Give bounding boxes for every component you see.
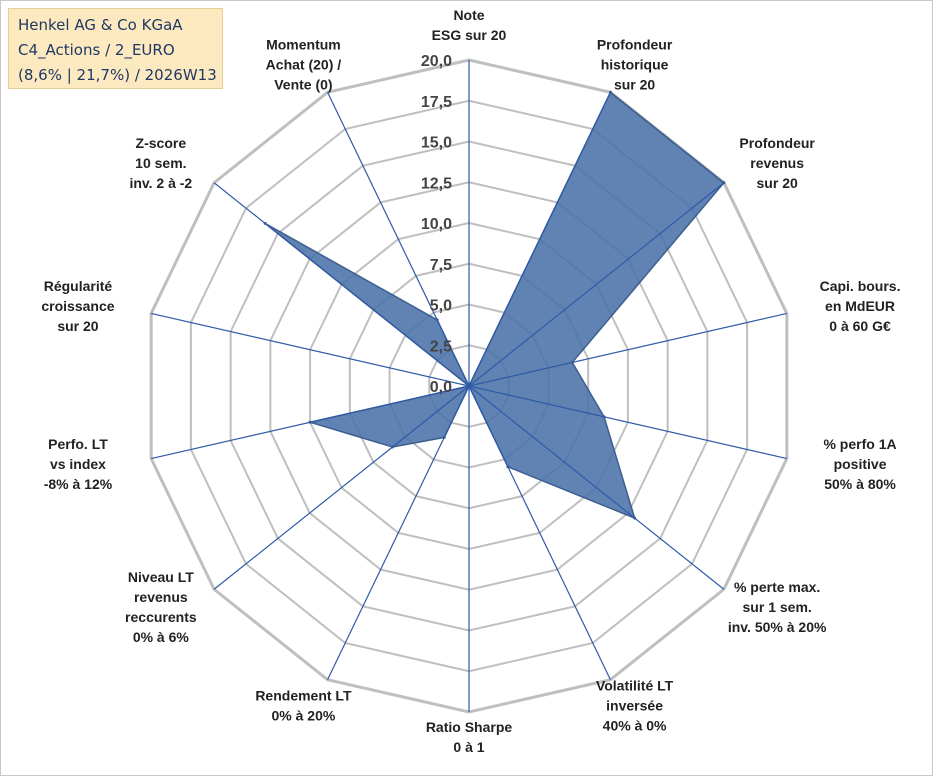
radar-axis-labels: Note ESG sur 20 Profondeur historique sur 20…: [41, 7, 900, 755]
title-period: (8,6% | 21,7%) / 2026W13: [18, 66, 217, 84]
spoke-line: [468, 182, 725, 387]
spoke-line: [213, 385, 470, 590]
axis-label: Perfo. LT vs index -8% à 12%: [44, 436, 113, 492]
tick-label: 2,5: [430, 338, 452, 355]
tick-label: 7,5: [430, 257, 452, 274]
radar-tick-labels: 0,0 2,5 5,0 7,5 10,0 12,5 15,0 17,5 20,0: [421, 53, 452, 396]
axis-label: Capi. bours. en MdEUR 0 à 60 G€: [820, 278, 901, 334]
title-category: C4_Actions / 2_EURO: [18, 41, 175, 59]
spoke-line: [468, 312, 787, 387]
spoke-line: [151, 312, 470, 387]
tick-label: 12,5: [421, 175, 452, 192]
axis-label: Régularité croissance sur 20: [41, 278, 114, 334]
spoke-line: [213, 182, 470, 387]
axis-label: Rendement LT 0% à 20%: [255, 688, 352, 724]
series-area: [264, 91, 725, 520]
axis-label: Volatilité LT inversée 40% à 0%: [596, 678, 674, 734]
spoke-line: [327, 92, 470, 387]
axis-label: Momentum Achat (20) / Vente (0): [266, 36, 342, 92]
chart-title-box: Henkel AG & Co KGaA C4_Actions / 2_EURO …: [8, 8, 223, 89]
axis-label: % perte max. sur 1 sem. inv. 50% à 20%: [728, 579, 827, 635]
spoke-line: [468, 385, 725, 590]
axis-label: Ratio Sharpe 0 à 1: [426, 719, 513, 755]
title-company: Henkel AG & Co KGaA: [18, 16, 183, 34]
tick-label: 17,5: [421, 94, 452, 111]
spoke-line: [327, 385, 470, 680]
axis-label: Niveau LT revenus reccurents 0% à 6%: [125, 569, 197, 645]
axis-label: % perfo 1A positive 50% à 80%: [823, 436, 896, 492]
spoke-line: [468, 385, 787, 460]
spoke-line: [468, 92, 611, 387]
axis-label: Profondeur revenus sur 20: [739, 135, 815, 191]
radar-spokes: [151, 60, 787, 712]
axis-label: Note ESG sur 20: [432, 7, 507, 43]
axis-label: Z-score 10 sem. inv. 2 à -2: [129, 135, 192, 191]
tick-label: 15,0: [421, 135, 452, 152]
tick-label: 10,0: [421, 216, 452, 233]
tick-label: 5,0: [430, 298, 452, 315]
spoke-line: [468, 385, 611, 680]
tick-label: 20,0: [421, 53, 452, 70]
axis-label: Profondeur historique sur 20: [597, 36, 673, 92]
spoke-line: [151, 385, 470, 460]
tick-label: 0,0: [430, 379, 452, 396]
